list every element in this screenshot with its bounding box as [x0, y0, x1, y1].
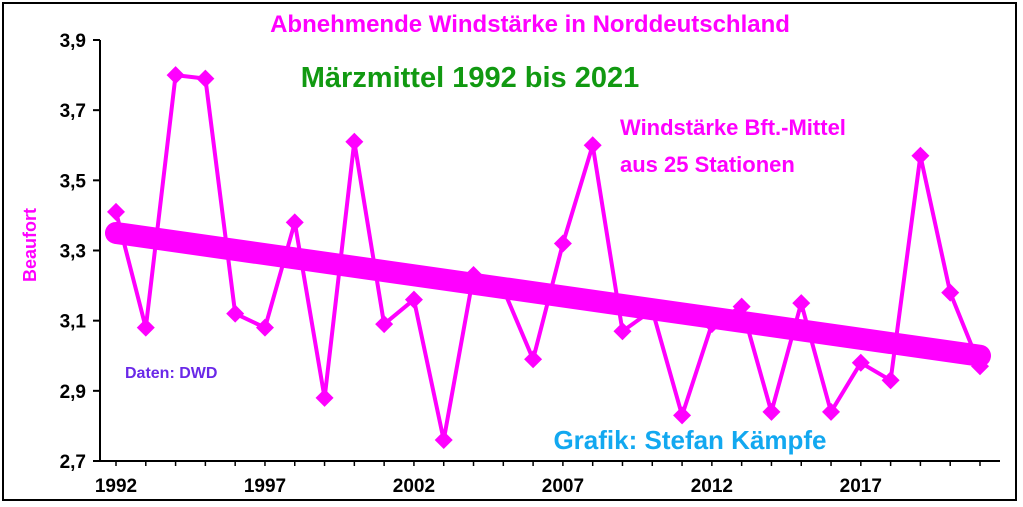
data-point — [553, 234, 572, 253]
x-tick-label: 1992 — [95, 476, 137, 497]
y-tick-label: 2,9 — [60, 382, 86, 403]
data-point — [375, 315, 394, 334]
data-point — [673, 406, 692, 425]
data-point — [762, 402, 781, 421]
data-point — [345, 132, 364, 151]
data-point — [881, 371, 900, 390]
y-tick-label: 3,9 — [60, 31, 86, 52]
series-layer — [107, 66, 989, 449]
source-note: Daten: DWD — [125, 365, 217, 382]
data-point — [732, 297, 751, 316]
y-ticks: 3,9 3,7 3,5 3,3 3,1 2,9 2,7 — [60, 31, 100, 473]
x-tick-label: 2017 — [840, 476, 882, 497]
data-point — [851, 353, 870, 372]
data-point — [524, 350, 543, 369]
data-point — [226, 304, 245, 323]
x-tick-label: 2012 — [691, 476, 733, 497]
data-point — [434, 430, 453, 449]
y-tick-label: 3,5 — [60, 171, 87, 192]
data-point — [464, 266, 483, 285]
data-point — [136, 318, 155, 337]
data-point — [941, 283, 960, 302]
x-tick-label: 2007 — [542, 476, 584, 497]
series-label-line-2: aus 25 Stationen — [620, 152, 795, 177]
series-label-line-1: Windstärke Bft.-Mittel — [620, 115, 846, 140]
data-point — [107, 202, 125, 221]
data-point — [822, 402, 841, 421]
y-tick-label: 2,7 — [60, 452, 86, 473]
data-point — [255, 318, 274, 337]
chart-subtitle: Märzmittel 1992 bis 2021 — [301, 62, 640, 94]
data-point — [285, 213, 304, 232]
data-point — [583, 136, 602, 155]
data-point — [494, 280, 513, 299]
data-point — [404, 290, 423, 309]
y-axis-label: Beaufort — [20, 208, 40, 282]
data-point — [792, 294, 811, 313]
credit-label: Grafik: Stefan Kämpfe — [553, 425, 826, 455]
data-point — [613, 322, 632, 341]
chart-title: Abnehmende Windstärke in Norddeutschland — [270, 11, 790, 38]
data-point — [166, 66, 185, 85]
x-tick-label: 1997 — [244, 476, 286, 497]
data-point — [911, 146, 930, 165]
x-tick-label: 2002 — [393, 476, 435, 497]
data-point — [315, 388, 334, 407]
data-point — [971, 357, 989, 376]
y-tick-label: 3,1 — [60, 312, 87, 333]
x-ticks: 1992 1997 2002 2007 2012 2017 — [95, 461, 981, 497]
y-tick-label: 3,7 — [60, 101, 86, 122]
data-point — [196, 69, 215, 88]
data-point — [643, 301, 662, 320]
y-tick-label: 3,3 — [60, 242, 86, 263]
data-point — [702, 315, 721, 334]
